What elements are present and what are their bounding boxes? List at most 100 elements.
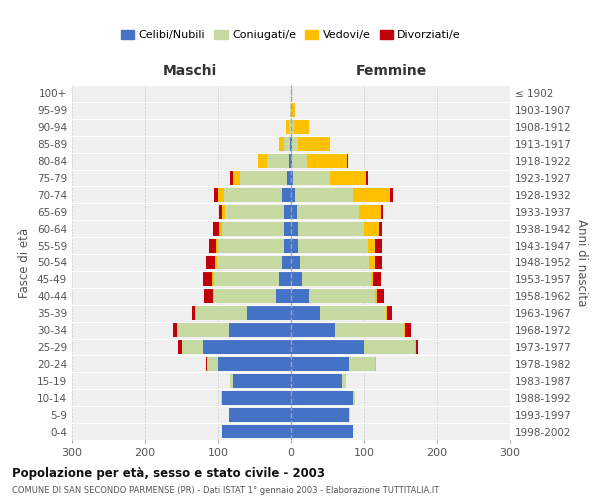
Bar [220,205,221,218]
Text: Femmine: Femmine [356,64,427,78]
Bar [284,238,291,252]
Bar [284,205,291,218]
Bar [224,188,282,202]
Bar [375,357,376,371]
Bar [405,323,411,337]
Bar [381,205,383,218]
Bar [280,272,291,286]
Bar [218,357,291,371]
Bar [291,340,364,354]
Bar [196,306,247,320]
Bar [291,154,292,168]
Bar [291,137,292,151]
Bar [291,120,294,134]
Bar [366,171,368,185]
Bar [297,205,359,218]
Bar [213,222,219,235]
Bar [404,323,405,337]
Bar [353,391,355,404]
Bar [292,154,307,168]
Bar [284,137,290,151]
Bar [226,205,284,218]
Bar [221,222,284,235]
Bar [295,188,353,202]
Bar [379,222,382,235]
Bar [389,188,393,202]
Bar [369,256,375,270]
Bar [291,374,342,388]
Bar [300,256,369,270]
Bar [289,154,291,168]
Bar [320,306,386,320]
Bar [286,120,289,134]
Bar [371,272,373,286]
Bar [298,238,368,252]
Bar [291,171,293,185]
Bar [386,306,392,320]
Bar [375,256,382,270]
Bar [203,340,291,354]
Bar [218,188,224,202]
Bar [298,137,331,151]
Bar [291,290,309,303]
Bar [282,256,291,270]
Bar [289,120,291,134]
Bar [309,290,375,303]
Bar [347,154,348,168]
Bar [353,188,389,202]
Bar [207,357,218,371]
Y-axis label: Fasce di età: Fasce di età [19,228,31,298]
Bar [415,340,416,354]
Bar [291,222,298,235]
Bar [216,238,218,252]
Bar [221,391,291,404]
Bar [416,340,418,354]
Bar [349,357,375,371]
Bar [359,205,381,218]
Bar [203,272,212,286]
Bar [178,323,229,337]
Bar [218,238,284,252]
Bar [291,357,349,371]
Bar [291,272,302,286]
Bar [287,171,291,185]
Bar [291,256,300,270]
Bar [377,290,385,303]
Bar [375,290,377,303]
Bar [298,222,364,235]
Bar [214,272,280,286]
Bar [221,205,226,218]
Bar [294,120,308,134]
Bar [291,306,320,320]
Bar [278,137,284,151]
Bar [290,137,291,151]
Bar [229,323,291,337]
Bar [215,256,217,270]
Text: COMUNE DI SAN SECONDO PARMENSE (PR) - Dati ISTAT 1° gennaio 2003 - Elaborazione : COMUNE DI SAN SECONDO PARMENSE (PR) - Da… [12,486,439,495]
Bar [230,171,233,185]
Bar [291,188,295,202]
Bar [282,188,291,202]
Bar [364,340,415,354]
Bar [307,154,347,168]
Bar [293,171,329,185]
Bar [181,340,203,354]
Bar [230,374,233,388]
Bar [349,408,350,422]
Bar [292,104,295,118]
Bar [291,205,297,218]
Bar [291,408,349,422]
Bar [291,323,335,337]
Bar [233,171,240,185]
Bar [212,272,214,286]
Bar [229,408,291,422]
Bar [240,171,287,185]
Bar [292,137,298,151]
Bar [233,374,291,388]
Bar [204,290,213,303]
Bar [329,171,366,185]
Legend: Celibi/Nubili, Coniugati/e, Vedovi/e, Divorziati/e: Celibi/Nubili, Coniugati/e, Vedovi/e, Di… [118,26,464,44]
Bar [247,306,291,320]
Bar [219,222,221,235]
Bar [335,323,404,337]
